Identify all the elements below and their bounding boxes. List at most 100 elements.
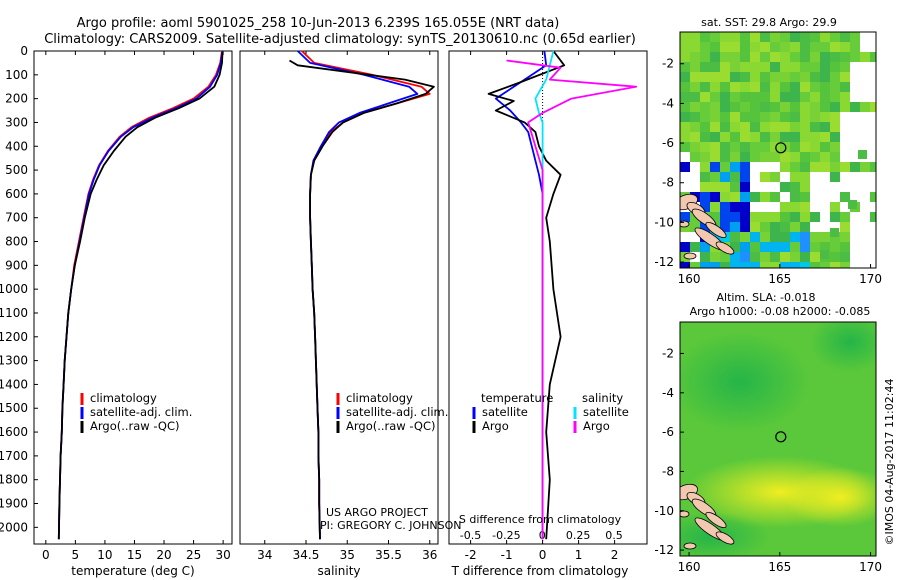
pi-credit: PI: GREGORY C. JOHNSON: [320, 519, 461, 532]
sst-cell: [740, 172, 750, 182]
sst-cell: [760, 192, 770, 202]
s-diff-tick-label: 0.5: [605, 529, 623, 542]
sst-cell: [710, 82, 720, 92]
sst-cell: [750, 122, 760, 132]
sst-cell: [780, 262, 790, 268]
sla-map-title-1: Altim. SLA: -0.018: [716, 291, 815, 304]
sst-cell: [840, 192, 850, 202]
sst-cell: [780, 182, 790, 192]
sst-cell: [790, 192, 800, 202]
sst-cell: [760, 252, 770, 262]
sst-cell: [730, 252, 740, 262]
s-diff-tick-label: 0.25: [566, 529, 591, 542]
sst-cell: [820, 52, 830, 62]
sst-cell: [690, 72, 700, 82]
sst-cell: [760, 102, 770, 112]
sst-cell: [840, 72, 850, 82]
sst-cell: [760, 142, 770, 152]
sst-cell: [730, 72, 740, 82]
sst-cell: [840, 92, 850, 102]
sst-cell: [780, 232, 790, 242]
map-lat-label: -2: [662, 57, 674, 71]
sst-cell: [730, 142, 740, 152]
sst-cell: [690, 222, 700, 232]
sst-cell: [760, 72, 770, 82]
depth-tick-label: 0: [20, 44, 28, 58]
sst-cell: [800, 32, 810, 42]
sst-cell: [750, 82, 760, 92]
sst-cell: [770, 52, 780, 62]
sst-cell: [740, 142, 750, 152]
title-line-1: Argo profile: aoml 5901025_258 10-Jun-20…: [77, 16, 560, 31]
x-tick-label: 34.5: [293, 548, 320, 562]
series-line-argo-raw-qc-: [289, 59, 435, 540]
map-lat-label: -10: [654, 504, 674, 518]
sst-cell: [760, 52, 770, 62]
legend-title-salinity: salinity: [582, 391, 623, 405]
sla-map: Altim. SLA: -0.018 Argo h1000: -0.08 h20…: [654, 291, 882, 574]
sst-cell: [780, 252, 790, 262]
sst-cell: [860, 52, 870, 62]
sst-cell: [770, 152, 780, 162]
sst-cell: [750, 32, 760, 42]
map-lat-label: -2: [662, 346, 674, 360]
sst-cell: [770, 122, 780, 132]
sst-cell: [700, 62, 710, 72]
sst-cell: [680, 32, 690, 42]
sst-cell: [740, 222, 750, 232]
sst-cell: [840, 62, 850, 72]
sst-cell: [860, 162, 870, 172]
sst-cell: [750, 72, 760, 82]
sst-cell: [820, 142, 830, 152]
sst-cell: [700, 202, 710, 212]
t-difference-label: T difference from climatology: [451, 564, 629, 578]
sst-cell: [680, 142, 690, 152]
sst-cell: [800, 192, 810, 202]
sst-cell: [770, 42, 780, 52]
difference-profiles: [487, 50, 638, 540]
legend-label-climatology: climatology: [90, 391, 157, 405]
sst-cell: [790, 262, 800, 268]
sst-cell: [790, 182, 800, 192]
sst-cell: [790, 222, 800, 232]
sst-cell: [830, 132, 840, 142]
x-tick-label: 30: [215, 548, 230, 562]
sst-cell: [800, 162, 810, 172]
sst-cell: [840, 242, 850, 252]
sst-cell: [858, 150, 867, 159]
sst-cell: [760, 112, 770, 122]
sst-cell: [830, 228, 839, 237]
sst-cell: [700, 112, 710, 122]
sst-cell: [720, 202, 730, 212]
sst-cell: [790, 242, 800, 252]
depth-tick-label: 1800: [0, 473, 28, 487]
sst-cell: [750, 262, 760, 268]
sst-cell: [830, 122, 840, 132]
sst-cell: [830, 252, 840, 262]
sst-cell: [830, 92, 840, 102]
map-lat-label: -12: [654, 255, 674, 269]
sst-cell: [720, 32, 730, 42]
sst-cell: [750, 152, 760, 162]
sst-cell: [710, 252, 720, 262]
island-shape: [705, 511, 727, 529]
sst-cell: [810, 232, 820, 242]
sst-cell: [770, 112, 780, 122]
project-credit: US ARGO PROJECT: [326, 506, 428, 519]
sst-cell: [700, 82, 710, 92]
sst-cell: [740, 72, 750, 82]
sst-cell: [680, 262, 690, 268]
sst-cell: [800, 212, 810, 222]
difference-panel: -2 -1 0 1 2-0.5 -0.25 0 0.25 0.5 temperature sat…: [448, 50, 648, 578]
sst-cell: [720, 112, 730, 122]
sst-cell: [680, 122, 690, 132]
sst-cell: [830, 32, 840, 42]
sst-cell: [810, 242, 820, 252]
sst-cell: [740, 182, 750, 192]
sst-cell: [730, 202, 740, 212]
sst-cell: [730, 112, 740, 122]
sst-cell: [810, 62, 820, 72]
x-tick-label: -2: [465, 548, 477, 562]
legend-label-s-satellite: satellite: [583, 405, 629, 419]
sst-cell: [850, 32, 860, 42]
